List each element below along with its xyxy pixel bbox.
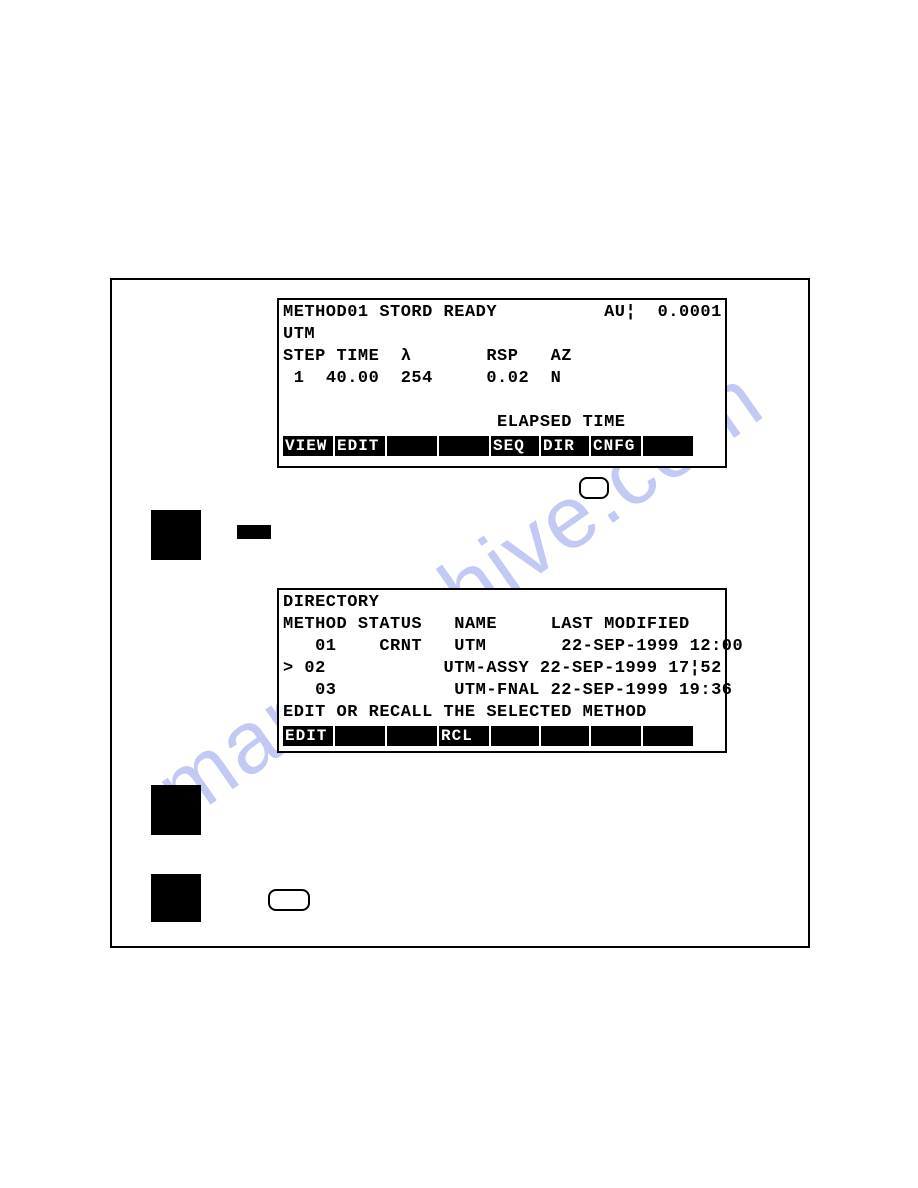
bottom-button-indicator	[268, 889, 310, 911]
row-time: 12:00	[690, 637, 744, 656]
au-label: AU¦	[604, 303, 636, 322]
softkey-row-1: VIEWEDIT SEQDIRCNFG	[283, 436, 721, 456]
small-bar-marker	[237, 525, 271, 539]
blank-line	[283, 390, 721, 412]
row-cursor	[283, 681, 294, 700]
method-header-line: METHOD01 STORD READY AU¦ 0.0001	[283, 302, 721, 324]
outer-frame: METHOD01 STORD READY AU¦ 0.0001 UTM STEP…	[110, 278, 810, 948]
stord-label: STORD	[379, 303, 433, 322]
softkey-row-2: EDIT RCL	[283, 726, 721, 746]
softkey2-blank-7[interactable]	[591, 726, 641, 746]
view-softkey[interactable]: VIEW	[283, 436, 333, 456]
row-id: 02	[304, 659, 325, 678]
step-header: STEP	[283, 347, 326, 366]
row-time: 19:36	[679, 681, 733, 700]
directory-headers: METHOD STATUS NAME LAST MODIFIED	[283, 614, 721, 636]
softkey-blank-8[interactable]	[643, 436, 693, 456]
method-id: METHOD01	[283, 303, 369, 322]
directory-screen: DIRECTORY METHOD STATUS NAME LAST MODIFI…	[277, 588, 727, 753]
elapsed-time-label: ELAPSED TIME	[497, 413, 625, 432]
time-header: TIME	[337, 347, 380, 366]
data-row: 1 40.00 254 0.02 N	[283, 368, 721, 390]
table-row[interactable]: > 02 UTM-ASSY 22-SEP-1999 17¦52	[283, 658, 721, 680]
row-date: 22-SEP-1999	[551, 681, 669, 700]
row-time: 17¦52	[668, 659, 722, 678]
row-date: 22-SEP-1999	[561, 637, 679, 656]
method-col-header: METHOD	[283, 615, 347, 634]
row-name: UTM-FNAL	[454, 681, 540, 700]
softkey-blank-3[interactable]	[387, 436, 437, 456]
edit-softkey-2[interactable]: EDIT	[283, 726, 333, 746]
rcl-softkey[interactable]: RCL	[439, 726, 489, 746]
row-id: 03	[315, 681, 336, 700]
softkey2-blank-2[interactable]	[335, 726, 385, 746]
lambda-header: λ	[401, 347, 412, 366]
row-name: UTM	[454, 637, 540, 656]
cnfg-softkey[interactable]: CNFG	[591, 436, 641, 456]
name-col-header: NAME	[454, 615, 497, 634]
rsp-header: RSP	[486, 347, 518, 366]
status-col-header: STATUS	[358, 615, 422, 634]
row-id: 01	[315, 637, 336, 656]
time-value: 40.00	[326, 369, 380, 388]
elapsed-line: ELAPSED TIME	[283, 412, 721, 434]
table-row[interactable]: 01 CRNT UTM 22-SEP-1999 12:00	[283, 636, 721, 658]
seq-softkey[interactable]: SEQ	[491, 436, 539, 456]
step-marker-1	[151, 510, 201, 560]
au-value: 0.0001	[658, 303, 722, 322]
column-headers: STEP TIME λ RSP AZ	[283, 346, 721, 368]
prompt-line: EDIT OR RECALL THE SELECTED METHOD	[283, 702, 721, 724]
method-screen: METHOD01 STORD READY AU¦ 0.0001 UTM STEP…	[277, 298, 727, 468]
softkey2-blank-8[interactable]	[643, 726, 693, 746]
softkey2-blank-5[interactable]	[491, 726, 539, 746]
az-header: AZ	[551, 347, 572, 366]
row-status: CRNT	[379, 637, 422, 656]
softkey2-blank-6[interactable]	[541, 726, 589, 746]
table-row[interactable]: 03 UTM-FNAL 22-SEP-1999 19:36	[283, 680, 721, 702]
az-value: N	[551, 369, 562, 388]
step-value: 1	[294, 369, 305, 388]
utm-label: UTM	[283, 324, 721, 346]
directory-title: DIRECTORY	[283, 592, 721, 614]
row-cursor	[283, 637, 294, 656]
dir-button-indicator	[579, 477, 609, 499]
softkey2-blank-3[interactable]	[387, 726, 437, 746]
step-marker-3	[151, 874, 201, 922]
row-date: 22-SEP-1999	[540, 659, 658, 678]
row-name: UTM-ASSY	[444, 659, 530, 678]
lambda-value: 254	[401, 369, 433, 388]
dir-softkey[interactable]: DIR	[541, 436, 589, 456]
row-cursor: >	[283, 659, 294, 678]
rsp-value: 0.02	[486, 369, 529, 388]
edit-softkey[interactable]: EDIT	[335, 436, 385, 456]
softkey-blank-4[interactable]	[439, 436, 489, 456]
ready-label: READY	[444, 303, 498, 322]
step-marker-2	[151, 785, 201, 835]
lastmod-col-header: LAST MODIFIED	[551, 615, 690, 634]
